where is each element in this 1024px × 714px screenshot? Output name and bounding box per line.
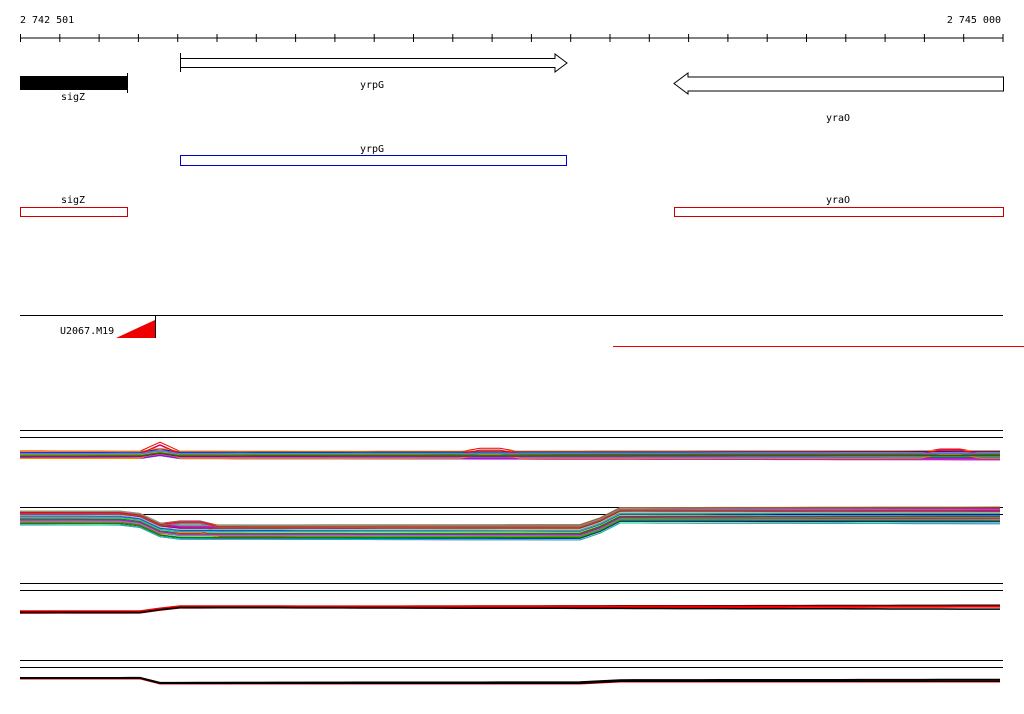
feature-yraO <box>674 207 1004 217</box>
expression-line <box>20 677 1000 685</box>
expression-line <box>20 510 1000 529</box>
expression-line <box>20 447 1000 452</box>
expression-tracks <box>19 430 1003 685</box>
expression-line <box>20 512 1000 531</box>
track-scale <box>116 320 155 338</box>
ruler-end: 2 745 000 <box>947 15 1001 26</box>
feature-label: sigZ <box>61 195 85 206</box>
gene-label: yraO <box>826 113 850 124</box>
feature-label: yraO <box>826 195 850 206</box>
gene-label: yrpG <box>360 80 384 91</box>
feature-label: yrpG <box>360 144 384 155</box>
expression-line <box>20 522 1001 541</box>
expression-line <box>20 452 1000 457</box>
gene-label: sigZ <box>61 92 85 103</box>
expression-line <box>19 452 1000 458</box>
ruler-start: 2 742 501 <box>20 15 74 26</box>
gene-sigZ <box>20 76 127 90</box>
expression-line <box>20 509 1000 529</box>
feature-sigZ <box>20 207 128 217</box>
gene-yraO <box>673 72 1004 95</box>
expression-line <box>20 520 1001 539</box>
feature-yrpG <box>180 155 567 166</box>
ruler-ticks <box>20 34 1004 42</box>
track-label: U2067.M19 <box>60 326 114 337</box>
expression-line <box>20 450 1000 455</box>
expression-line <box>19 506 1000 527</box>
expression-line <box>20 605 1000 612</box>
expression-line <box>20 606 1000 614</box>
gene-yrpG <box>180 53 568 73</box>
expression-line <box>20 517 1000 536</box>
expression-line <box>19 508 1000 527</box>
